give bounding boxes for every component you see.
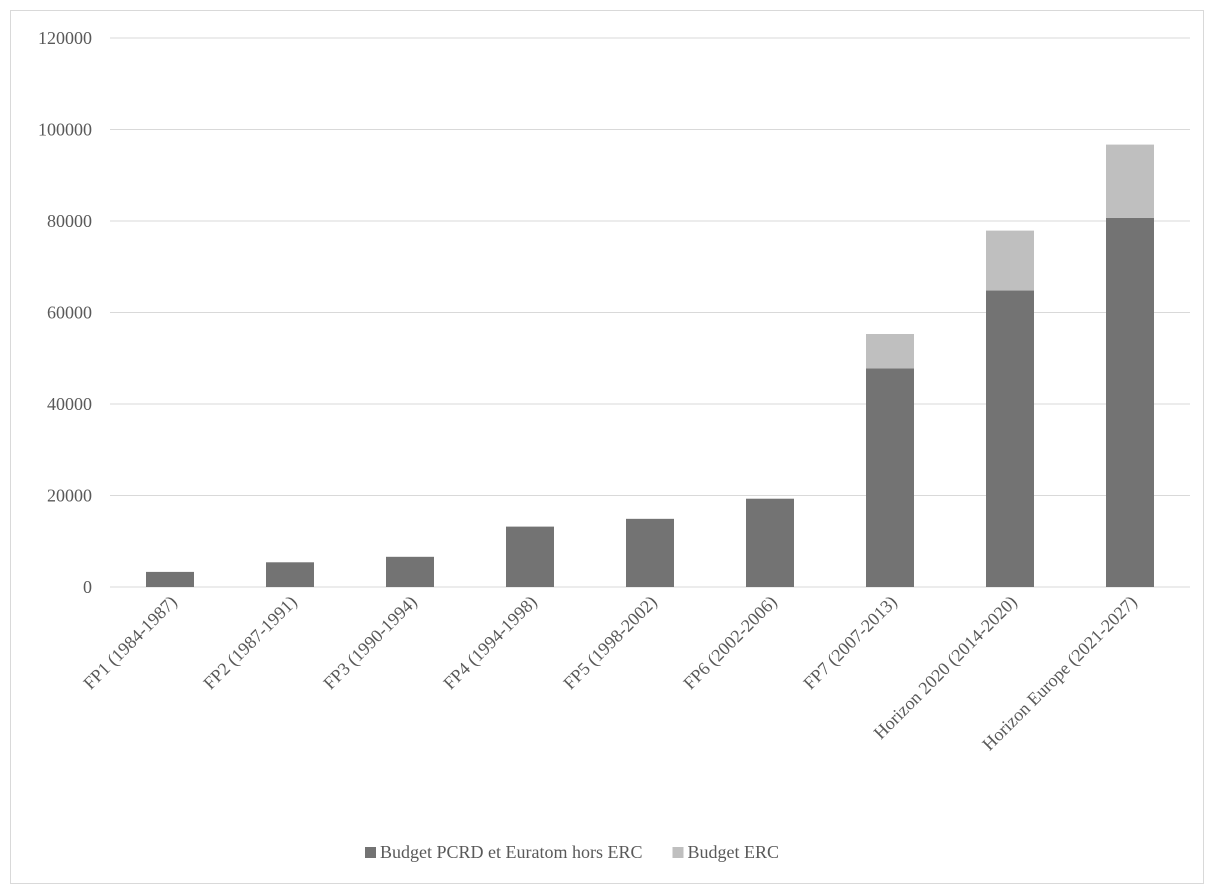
- x-tick-label: FP5 (1998-2002): [559, 592, 661, 694]
- bar-budget-erc: [866, 334, 914, 369]
- x-tick-label: FP3 (1990-1994): [319, 592, 421, 694]
- y-tick-label: 120000: [38, 28, 92, 48]
- x-tick-label: FP6 (2002-2006): [679, 592, 781, 694]
- x-tick-label: FP4 (1994-1998): [439, 592, 541, 694]
- x-tick-label: FP7 (2007-2013): [799, 592, 901, 694]
- bar-budget-pcrd: [266, 562, 314, 587]
- bar-budget-pcrd: [626, 518, 674, 587]
- y-tick-label: 0: [83, 577, 92, 597]
- bar-budget-pcrd: [506, 526, 554, 587]
- y-tick-label: 20000: [47, 486, 92, 506]
- y-tick-label: 40000: [47, 394, 92, 414]
- bar-budget-pcrd: [1106, 217, 1154, 588]
- x-axis-tick-labels: FP1 (1984-1987) FP2 (1987-1991) FP3 (1990-…: [79, 592, 1141, 755]
- legend-label: Budget PCRD et Euratom hors ERC: [380, 842, 643, 862]
- x-tick-label: FP1 (1984-1987): [79, 592, 181, 694]
- bars: [146, 144, 1154, 588]
- bar-budget-erc: [1106, 144, 1154, 218]
- bar-budget-pcrd: [746, 498, 794, 587]
- legend: Budget PCRD et Euratom hors ERC Budget ER…: [365, 842, 779, 862]
- legend-label: Budget ERC: [688, 842, 780, 862]
- legend-swatch: [672, 847, 684, 858]
- bar-budget-pcrd: [146, 571, 194, 587]
- bar-budget-pcrd: [986, 290, 1034, 587]
- y-tick-label: 100000: [38, 120, 92, 140]
- y-axis-tick-labels: 0 20000 40000 60000 80000 100000 120000: [38, 28, 92, 597]
- bar-budget-pcrd: [866, 368, 914, 587]
- x-tick-label: FP2 (1987-1991): [199, 592, 301, 694]
- bar-budget-pcrd: [386, 556, 434, 587]
- y-tick-label: 60000: [47, 303, 92, 323]
- legend-swatch: [365, 847, 376, 858]
- bar-budget-erc: [986, 230, 1034, 291]
- y-tick-label: 80000: [47, 211, 92, 231]
